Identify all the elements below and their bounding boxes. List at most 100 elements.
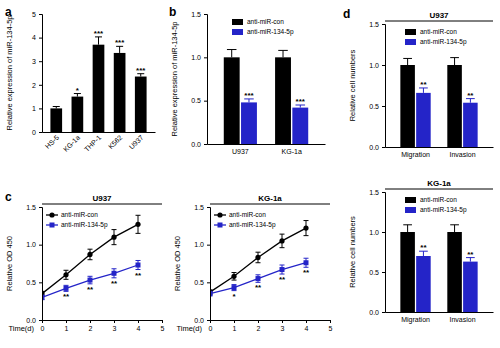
error-bar xyxy=(280,234,285,248)
y-tick-mark xyxy=(39,108,42,109)
legend-item: anti-miR-con xyxy=(232,18,284,25)
y-tick: 5 xyxy=(32,11,42,18)
y-axis: 012345 xyxy=(32,11,42,136)
error-bar-cap xyxy=(64,270,69,271)
legend-label: anti-miR-con xyxy=(420,196,457,203)
annotations: ******* xyxy=(232,268,310,300)
error-bar-stem xyxy=(283,50,284,57)
error-bar-cap xyxy=(304,220,309,221)
point xyxy=(135,222,140,227)
bar xyxy=(463,262,478,312)
y-axis-title: Relative cell numbers xyxy=(348,49,357,121)
legend: anti-miR-conanti-miR-134-5p xyxy=(46,211,108,229)
y-tick: 3 xyxy=(32,58,42,65)
x-tick-label: 2 xyxy=(89,325,93,332)
error-bar xyxy=(53,107,60,109)
y-tick-mark xyxy=(204,101,207,102)
point xyxy=(231,274,236,279)
x-tick-label: 5 xyxy=(161,325,165,332)
point xyxy=(304,260,309,265)
x-tick-mark xyxy=(210,320,211,323)
x-tick: 0 xyxy=(209,320,213,332)
panel-label: b xyxy=(169,5,176,19)
legend-swatch xyxy=(405,207,416,213)
legend-item: anti-miR-con xyxy=(405,28,457,35)
x-tick: 5 xyxy=(161,320,165,332)
y-tick-mark xyxy=(382,232,385,233)
x-tick-mark xyxy=(330,320,331,323)
plot-area xyxy=(400,225,477,312)
x-tick-mark xyxy=(306,320,307,323)
significance: ** xyxy=(135,271,142,280)
error-bar-cap xyxy=(112,268,117,269)
error-bar-cap xyxy=(88,276,93,277)
y-tick-label: 1.0 xyxy=(194,241,204,248)
y-tick: 1.0 xyxy=(26,241,42,248)
x-tick-label: Migration xyxy=(401,151,430,159)
y-tick: 0.5 xyxy=(369,269,385,276)
legend-label: anti-miR-134-5p xyxy=(420,38,467,46)
significance: *** xyxy=(94,29,104,38)
x-axis-line xyxy=(208,144,326,145)
bar xyxy=(224,57,240,144)
error-bar xyxy=(232,273,237,281)
legend-swatch xyxy=(405,29,416,35)
legend-label: anti-miR-con xyxy=(420,28,457,35)
x-tick: 2 xyxy=(257,320,261,332)
plot-area xyxy=(42,215,141,300)
legend-swatch xyxy=(232,29,243,35)
y-tick-label: 0.0 xyxy=(369,144,379,151)
bar xyxy=(241,102,257,144)
error-bar xyxy=(403,58,412,65)
y-tick-mark xyxy=(207,282,210,283)
x-tick: 1 xyxy=(233,320,237,332)
y-axis-line xyxy=(207,208,211,321)
point xyxy=(64,286,69,291)
x-tick-label: HS-5 xyxy=(44,134,60,150)
x-tick: Invasion xyxy=(449,312,475,323)
error-bar xyxy=(278,50,288,57)
y-tick: 0 xyxy=(32,129,42,136)
error-bar-cap xyxy=(304,258,309,259)
y-tick-label: 2 xyxy=(32,82,36,89)
x-tick-mark xyxy=(258,320,259,323)
y-tick-mark xyxy=(39,207,42,208)
legend-item: anti-miR-134-5p xyxy=(405,38,467,46)
y-tick-mark xyxy=(204,144,207,145)
x-tick-label: 3 xyxy=(113,325,117,332)
bar xyxy=(447,232,462,312)
point xyxy=(136,263,141,268)
legend-label: anti-miR-con xyxy=(247,18,284,25)
error-bar xyxy=(136,215,141,233)
y-tick: 1 xyxy=(32,105,42,112)
y-tick-mark xyxy=(207,320,210,321)
legend-label: anti-miR-con xyxy=(229,211,266,218)
y-tick-mark xyxy=(39,85,42,86)
x-axis-title: Time(d) xyxy=(176,324,202,333)
y-axis-line xyxy=(382,25,386,148)
error-bar xyxy=(256,275,261,283)
x-tick-mark xyxy=(90,320,91,323)
legend-marker xyxy=(217,212,222,217)
error-bar-cap xyxy=(304,235,309,236)
y-tick: 0.0 xyxy=(369,309,385,316)
error-bar-cap xyxy=(232,284,237,285)
error-bar-stem xyxy=(407,225,408,232)
x-tick-label: THP-1 xyxy=(83,134,102,153)
x-axis: MigrationInvasion xyxy=(386,147,494,159)
x-axis-line xyxy=(386,147,494,148)
x-tick-label: U937 xyxy=(232,148,249,155)
y-axis: 0.00.51.01.5 xyxy=(369,21,385,151)
x-axis: 012345 xyxy=(41,320,165,332)
y-axis: 0.00.51.01.5 xyxy=(369,189,385,316)
error-bar xyxy=(450,58,459,65)
y-axis-title: Relative OD 450 xyxy=(5,236,14,291)
y-axis-line xyxy=(382,193,386,313)
x-tick-label: 5 xyxy=(329,325,333,332)
y-axis: 0.00.51.01.5 xyxy=(26,204,42,324)
error-bar-cap xyxy=(227,49,237,50)
error-bar xyxy=(64,270,69,279)
point xyxy=(256,276,261,281)
y-tick: 1.5 xyxy=(191,11,207,18)
y-tick-mark xyxy=(382,192,385,193)
